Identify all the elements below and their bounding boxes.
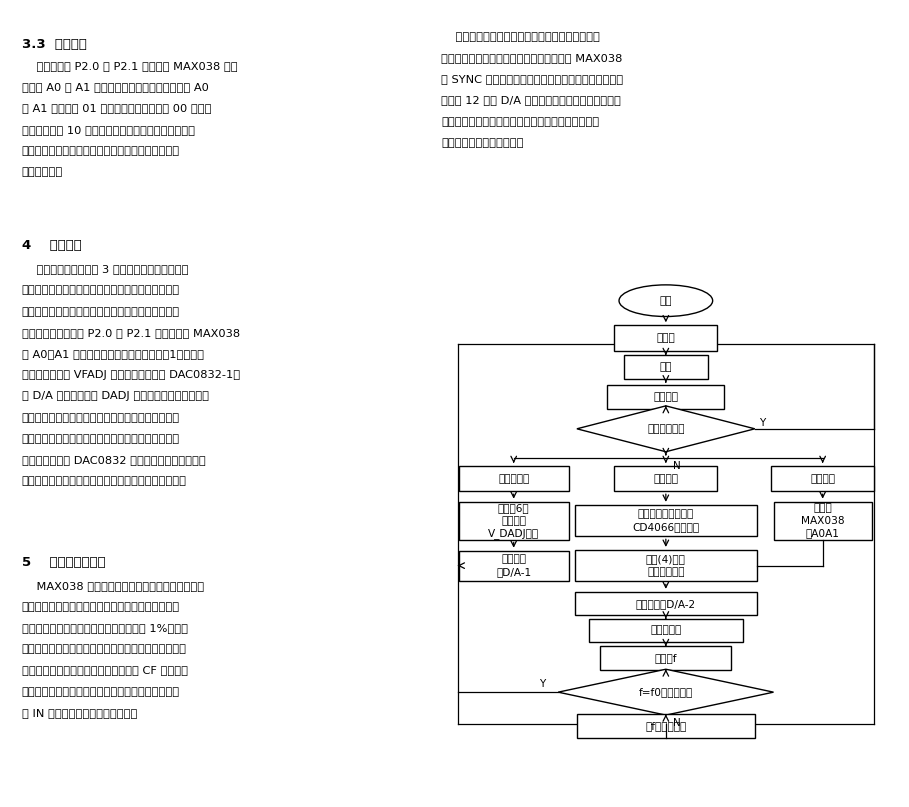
Text: 初始化: 初始化 <box>656 332 675 343</box>
FancyBboxPatch shape <box>774 502 872 540</box>
FancyBboxPatch shape <box>624 355 708 379</box>
Text: Y: Y <box>539 679 545 689</box>
Text: 算法计算: 算法计算 <box>501 516 526 525</box>
Text: 由 D/A 转换的电压送 DADJ 端得到相应的占空比。频: 由 D/A 转换的电压送 DADJ 端得到相应的占空比。频 <box>22 391 209 401</box>
FancyBboxPatch shape <box>577 714 754 738</box>
FancyBboxPatch shape <box>614 325 717 350</box>
Text: 率调制较为复杂，由于在电容及电阻串联时引入了多: 率调制较为复杂，由于在电容及电阻串联时引入了多 <box>22 412 180 423</box>
Text: 精确的结果。多波形调频信号产生器可广泛应用于各: 精确的结果。多波形调频信号产生器可广泛应用于各 <box>441 116 599 127</box>
Text: 系统的程序框图如图 3 所示，在系统运行时，接: 系统的程序框图如图 3 所示，在系统运行时，接 <box>22 265 188 274</box>
Polygon shape <box>558 669 774 715</box>
FancyBboxPatch shape <box>459 466 569 491</box>
FancyBboxPatch shape <box>574 550 757 582</box>
Text: 波形选择: 波形选择 <box>810 474 835 483</box>
Text: 占空比调制: 占空比调制 <box>498 474 529 483</box>
Text: 数据送: 数据送 <box>814 503 832 513</box>
Text: 种柔性测量和控制系统中。: 种柔性测量和控制系统中。 <box>441 138 524 148</box>
Text: 的 A0，A1 端选择相应的输出波形，由式（1）得出调: 的 A0，A1 端选择相应的输出波形，由式（1）得出调 <box>22 349 204 359</box>
Text: MAX038: MAX038 <box>801 516 844 525</box>
Text: 检查设置: 检查设置 <box>654 392 678 402</box>
Text: 调解数据: 调解数据 <box>501 554 526 564</box>
Text: 由式(4)算法: 由式(4)算法 <box>646 554 685 564</box>
Text: MAX038 可以长时间地在温度范围内产生一个频: MAX038 可以长时间地在温度范围内产生一个频 <box>22 581 204 591</box>
Text: 率稳定的输出电压，对于决定基频的电阻电容不仔细: 率稳定的输出电压，对于决定基频的电阻电容不仔细 <box>22 602 180 612</box>
Text: 电和放电，对低频段基频定时，可选用较大的电阻，: 电和放电，对低频段基频定时，可选用较大的电阻， <box>22 687 180 696</box>
Text: 送D/A-1: 送D/A-1 <box>496 567 531 577</box>
Text: f=f0（设置）？: f=f0（设置）？ <box>639 688 693 697</box>
Text: 的，电容选用低温度系数的，避免大容量电容器选用，: 的，电容选用低温度系数的，避免大容量电容器选用， <box>22 644 186 654</box>
FancyBboxPatch shape <box>459 502 569 540</box>
Text: 的A0A1: 的A0A1 <box>805 529 840 538</box>
FancyBboxPatch shape <box>459 550 569 581</box>
Text: 4    软件设计: 4 软件设计 <box>22 239 82 252</box>
Text: 选择基频接通相应的: 选择基频接通相应的 <box>638 509 694 519</box>
Text: 和 A1 的数据为 01 时，输出为正弦波，为 00 时输出: 和 A1 的数据为 01 时，输出为正弦波，为 00 时输出 <box>22 103 211 114</box>
Text: 测输出f: 测输出f <box>654 653 677 663</box>
Text: 单片机通过 P2.0 和 P2.1 的数据对 MAX038 的输: 单片机通过 P2.0 和 P2.1 的数据对 MAX038 的输 <box>22 61 237 71</box>
FancyBboxPatch shape <box>607 385 724 409</box>
FancyBboxPatch shape <box>574 504 757 537</box>
FancyBboxPatch shape <box>600 646 732 670</box>
Text: 选择会降低器件的功能。电阻选用精度为 1%或更好: 选择会降低器件的功能。电阻选用精度为 1%或更好 <box>22 623 188 633</box>
Text: 频率调制: 频率调制 <box>654 474 678 483</box>
FancyBboxPatch shape <box>614 466 717 491</box>
Text: CD4066多路开关: CD4066多路开关 <box>633 522 699 532</box>
Text: 5    需要注意的问题: 5 需要注意的问题 <box>22 556 105 569</box>
Text: 整占空比所需的 VFADJ 求出相应的数据送 DAC0832-1，: 整占空比所需的 VFADJ 求出相应的数据送 DAC0832-1， <box>22 370 240 380</box>
Ellipse shape <box>619 285 713 316</box>
Text: 为矩形波，为 10 时输出为三角波，因此稍加电路和多: 为矩形波，为 10 时输出为三角波，因此稍加电路和多 <box>22 124 195 135</box>
Text: N: N <box>673 718 681 728</box>
Text: 若使用 12 位的 D/A 转换器来细分电压，可得到更加: 若使用 12 位的 D/A 转换器来细分电压，可得到更加 <box>441 95 621 106</box>
Text: 出、设置负反馈，使输出频率尽量接近要求的输出值。: 出、设置负反馈，使输出频率尽量接近要求的输出值。 <box>22 476 186 487</box>
Text: 3.3  波形选择: 3.3 波形选择 <box>22 38 86 51</box>
Text: 路开关，存在一定的误差，因而采用单片机测频，然: 路开关，存在一定的误差，因而采用单片机测频，然 <box>22 434 180 444</box>
Text: 入引脚 A0 和 A1 上的控制来选择输出的波形，当 A0: 入引脚 A0 和 A1 上的控制来选择输出的波形，当 A0 <box>22 82 209 92</box>
Text: 得到比较精确的稳定的频率和占空比。并且 MAX038: 得到比较精确的稳定的频率和占空比。并且 MAX038 <box>441 53 623 63</box>
Text: 路开关传递输出锯齿波和脉冲波，较好地实现系统的: 路开关传递输出锯齿波和脉冲波，较好地实现系统的 <box>22 146 180 156</box>
Polygon shape <box>577 406 754 452</box>
Text: 设置无变化？: 设置无变化？ <box>647 424 684 434</box>
Text: 后再相应地改变 DAC0832 的输出值，形成测频及输: 后再相应地改变 DAC0832 的输出值，形成测频及输 <box>22 455 205 465</box>
FancyBboxPatch shape <box>771 466 874 491</box>
Text: 较简单，由单片机的 P2.0 和 P2.1 输出数据到 MAX038: 较简单，由单片机的 P2.0 和 P2.1 输出数据到 MAX038 <box>22 328 240 338</box>
Text: Y: Y <box>759 418 765 429</box>
Text: 显示: 显示 <box>660 362 672 372</box>
Text: 由式（6）: 由式（6） <box>498 503 530 513</box>
FancyBboxPatch shape <box>574 592 757 616</box>
Text: 计算调节数量: 计算调节数量 <box>647 567 684 577</box>
Text: 开始: 开始 <box>660 295 672 306</box>
Text: N: N <box>673 461 681 471</box>
Text: 多波形输出。: 多波形输出。 <box>22 167 63 177</box>
Text: 调节数据送D/A-2: 调节数据送D/A-2 <box>635 599 696 608</box>
Text: 因为大电容漏电电流及介质吸收将影响 CF 正常的充: 因为大电容漏电电流及介质吸收将影响 CF 正常的充 <box>22 666 188 675</box>
Text: 使 IN 较小，以减小电容器的容量。: 使 IN 较小，以减小电容器的容量。 <box>22 708 137 717</box>
Text: 行处理，然后进行初始化。波形选择和占空比设置比: 行处理，然后进行初始化。波形选择和占空比设置比 <box>22 307 180 316</box>
Text: 收用户对波形、频率及占空比的设置，并且对数据进: 收用户对波形、频率及占空比的设置，并且对数据进 <box>22 286 180 295</box>
Text: 调f调节子程序: 调f调节子程序 <box>645 721 686 731</box>
Text: 取调频数据: 取调频数据 <box>650 625 682 635</box>
Text: V_DADJ数据: V_DADJ数据 <box>488 528 539 538</box>
FancyBboxPatch shape <box>589 619 743 642</box>
Text: 的 SYNC 可同步外部器件，可实现与其他系统的同步。: 的 SYNC 可同步外部器件，可实现与其他系统的同步。 <box>441 74 624 84</box>
Text: 在软件设计上采用单片机测频和负反馈调控，可: 在软件设计上采用单片机测频和负反馈调控，可 <box>441 31 600 42</box>
